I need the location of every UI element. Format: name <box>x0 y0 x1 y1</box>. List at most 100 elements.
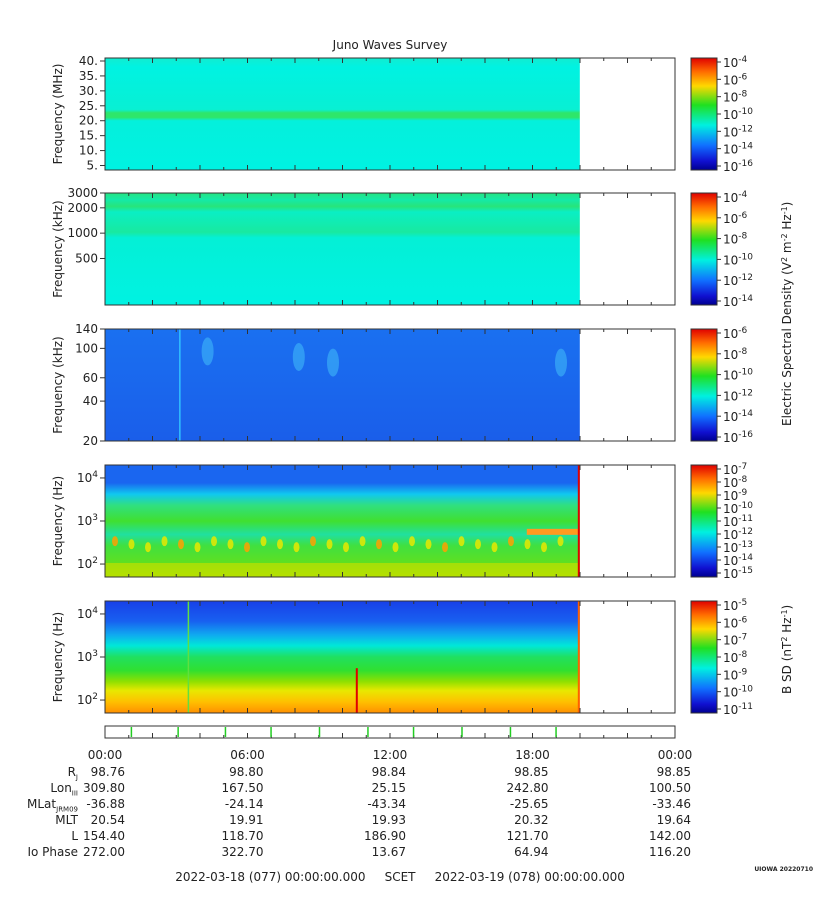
ephemeris-value: -25.65 <box>509 797 549 811</box>
orbit-marker <box>412 727 415 737</box>
orbit-marker <box>177 727 179 737</box>
ephemeris-label: RJ <box>67 765 78 782</box>
panel-hfr-high: 5.10.15.20.25.30.35.40. Frequency (MHz) <box>51 54 676 173</box>
y-tick-label: 60 <box>83 371 98 385</box>
y-tick-label: 100 <box>75 341 98 355</box>
ephemeris-value: 13.67 <box>371 845 406 859</box>
figure-title: Juno Waves Survey <box>332 38 448 52</box>
footer-start: 2022-03-18 (077) 00:00:00.000 <box>175 870 366 884</box>
colorbar-tick-label: 10-9 <box>723 488 748 503</box>
x-tick-label: 00:00 <box>657 748 693 762</box>
colorbar-tick-label: 10-13 <box>723 540 753 555</box>
colorbar-tick-label: 10-4 <box>723 55 748 70</box>
orbit-marker <box>318 727 321 737</box>
spectrogram-lfr-low <box>105 465 580 577</box>
ephemeris-value: -43.34 <box>367 797 406 811</box>
ephemeris-value: 186.90 <box>364 829 406 843</box>
y-tick-label: 10. <box>79 144 98 158</box>
y-axis-label: Frequency (kHz) <box>51 200 65 297</box>
ephemeris-value: 154.40 <box>83 829 125 843</box>
ephemeris-value: 98.84 <box>371 765 406 779</box>
orbit-marker <box>461 727 463 737</box>
colorbar-tick-label: 10-14 <box>723 409 753 424</box>
ephemeris-value: 64.94 <box>514 845 549 859</box>
colorbar-gradient <box>690 57 718 171</box>
colorbar-tick-label: 10-10 <box>723 685 753 700</box>
ephemeris-value: 121.70 <box>506 829 549 843</box>
ephemeris-value: 242.80 <box>506 781 549 795</box>
ephemeris-value: 20.54 <box>90 813 125 827</box>
colorbar-tick-label: 10-5 <box>723 598 747 613</box>
ephemeris-value: 272.00 <box>83 845 125 859</box>
orbit-marker <box>224 727 227 737</box>
y-axis-label: Frequency (kHz) <box>51 336 65 433</box>
spectrogram-panels: 5.10.15.20.25.30.35.40. Frequency (MHz) 50… <box>51 54 676 714</box>
ephemeris-label: LonIII <box>50 781 78 798</box>
colorbar-tick-label: 10-16 <box>723 430 753 445</box>
ephemeris-value: 309.80 <box>83 781 125 795</box>
x-tick-label: 12:00 <box>372 748 408 762</box>
colorbar-gradient <box>690 192 718 306</box>
panel-lfr-high: 20 40 60 100 140 Frequency (kHz) <box>51 322 676 448</box>
emission-wisps <box>179 329 567 441</box>
colorbar-tick-label: 10-11 <box>723 514 753 529</box>
colorbar-tick-label: 10-8 <box>723 90 748 105</box>
ephemeris-label: MLT <box>55 813 78 827</box>
ephemeris-value: 322.70 <box>221 845 264 859</box>
ephemeris-value: 19.64 <box>656 813 691 827</box>
colorbar-tick-label: 10-14 <box>723 142 753 157</box>
x-tick-label: 06:00 <box>230 748 265 762</box>
panel-lfr-low: 102 103 104 Frequency (Hz) <box>51 464 676 578</box>
y-tick-label: 40. <box>79 54 98 68</box>
colorbar-tick-label: 10-14 <box>723 294 753 309</box>
orbit-marker-strip <box>104 725 676 739</box>
y-tick-label: 3000 <box>67 186 98 200</box>
emission-spikes <box>187 601 580 713</box>
spectrogram-lfr-high <box>105 329 580 441</box>
spectrogram-hfr-high <box>105 58 580 170</box>
ephemeris-value: 25.15 <box>371 781 406 795</box>
y-tick-label: 40 <box>83 394 98 408</box>
y-tick-label: 20 <box>83 434 98 448</box>
colorbar-tick-label: 10-6 <box>723 211 748 226</box>
ephemeris-value: 100.50 <box>649 781 691 795</box>
ephemeris-value: -24.14 <box>224 797 264 811</box>
ephemeris-value: -33.46 <box>652 797 691 811</box>
footer-scet: SCET <box>384 870 416 884</box>
colorbar-tick-label: 10-7 <box>723 462 747 477</box>
ephemeris-value: 98.80 <box>229 765 264 779</box>
colorbar-tick-label: 10-8 <box>723 475 748 490</box>
y-axis-label: Frequency (Hz) <box>51 476 65 567</box>
colorbar-title-magnetic: B SD (nT2 Hz-1) <box>780 605 795 694</box>
colorbar-gradient <box>690 464 718 578</box>
ephemeris-label: L <box>71 829 78 843</box>
y-tick-label: 104 <box>77 470 98 485</box>
ephemeris-value: 118.70 <box>221 829 264 843</box>
y-tick-label: 500 <box>75 251 98 265</box>
colorbar-tick-label: 10-6 <box>723 326 748 341</box>
time-footer: 2022-03-18 (077) 00:00:00.000 SCET 2022-… <box>160 856 625 898</box>
y-tick-label: 25. <box>79 99 98 113</box>
y-tick-label: 103 <box>77 649 98 664</box>
colorbar-hfr-low: 10-4 10-6 10-8 10-10 10-12 10-14 <box>690 190 753 309</box>
footer-end: 2022-03-19 (078) 00:00:00.000 <box>434 870 625 884</box>
spectrogram-stack: 5.10.15.20.25.30.35.40. Frequency (MHz) 50… <box>51 54 795 739</box>
colorbars: 10-4 10-6 10-8 10-10 10-12 10-14 10-16 10-4 10-6… <box>690 55 753 717</box>
orbit-marker <box>555 727 557 737</box>
colorbar-tick-label: 10-12 <box>723 124 753 139</box>
y-tick-label: 20. <box>79 114 98 128</box>
colorbar-tick-label: 10-8 <box>723 650 748 665</box>
colorbar-lfr-low: 10-710-810-910-1010-1110-1210-1310-1410-… <box>690 462 753 581</box>
ephemeris-label: MLatJRM09 <box>27 797 78 814</box>
colorbar-tick-label: 10-14 <box>723 553 753 568</box>
emission-features <box>105 465 580 577</box>
credit-label: UIOWA 20220710 <box>754 866 813 873</box>
colorbar-gradient <box>690 328 718 442</box>
y-tick-label: 1000 <box>67 226 98 240</box>
colorbar-tick-label: 10-6 <box>723 615 748 630</box>
colorbar-tick-label: 10-6 <box>723 72 748 87</box>
ephemeris-value: 142.00 <box>649 829 691 843</box>
colorbar-hfr-high: 10-4 10-6 10-8 10-10 10-12 10-14 10-16 <box>690 55 753 174</box>
ephemeris-value: 167.50 <box>221 781 264 795</box>
ephemeris-value: 19.93 <box>371 813 406 827</box>
